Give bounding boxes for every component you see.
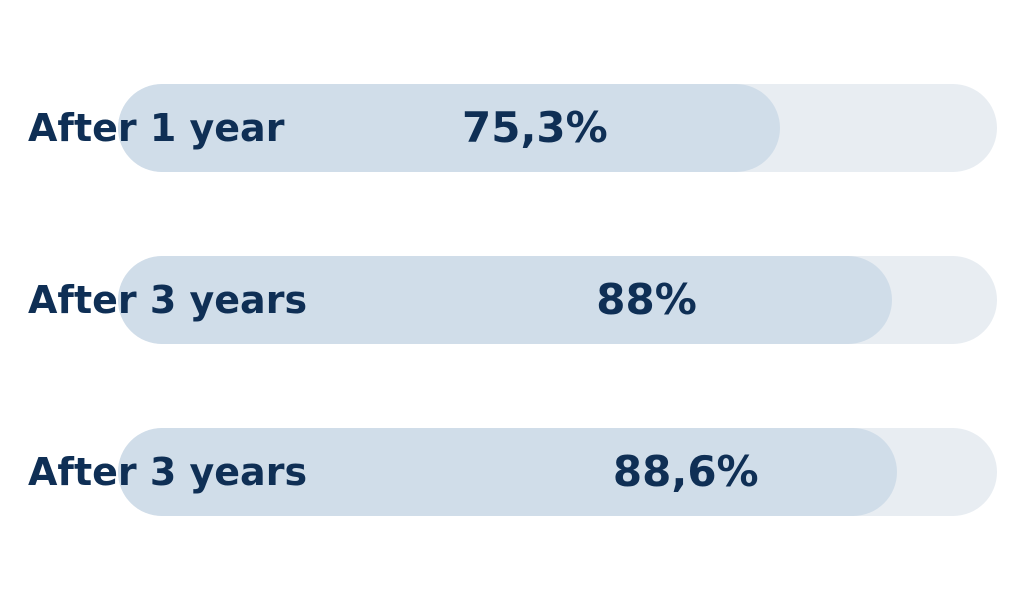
bar-fill: [118, 428, 897, 516]
value-label: 88,6%: [612, 447, 759, 496]
category-label: After 1 year: [28, 106, 285, 150]
bar-fill: [118, 256, 892, 344]
bar-row: After 1 year 75,3%: [0, 84, 1024, 172]
bar-fill: [118, 84, 780, 172]
category-label: After 3 years: [28, 450, 308, 494]
value-label: 75,3%: [462, 103, 608, 152]
category-label: After 3 years: [28, 278, 308, 322]
value-label: 88%: [596, 275, 697, 324]
bar-row: After 3 years 88%: [0, 256, 1024, 344]
bar-row: After 3 years 88,6%: [0, 428, 1024, 516]
